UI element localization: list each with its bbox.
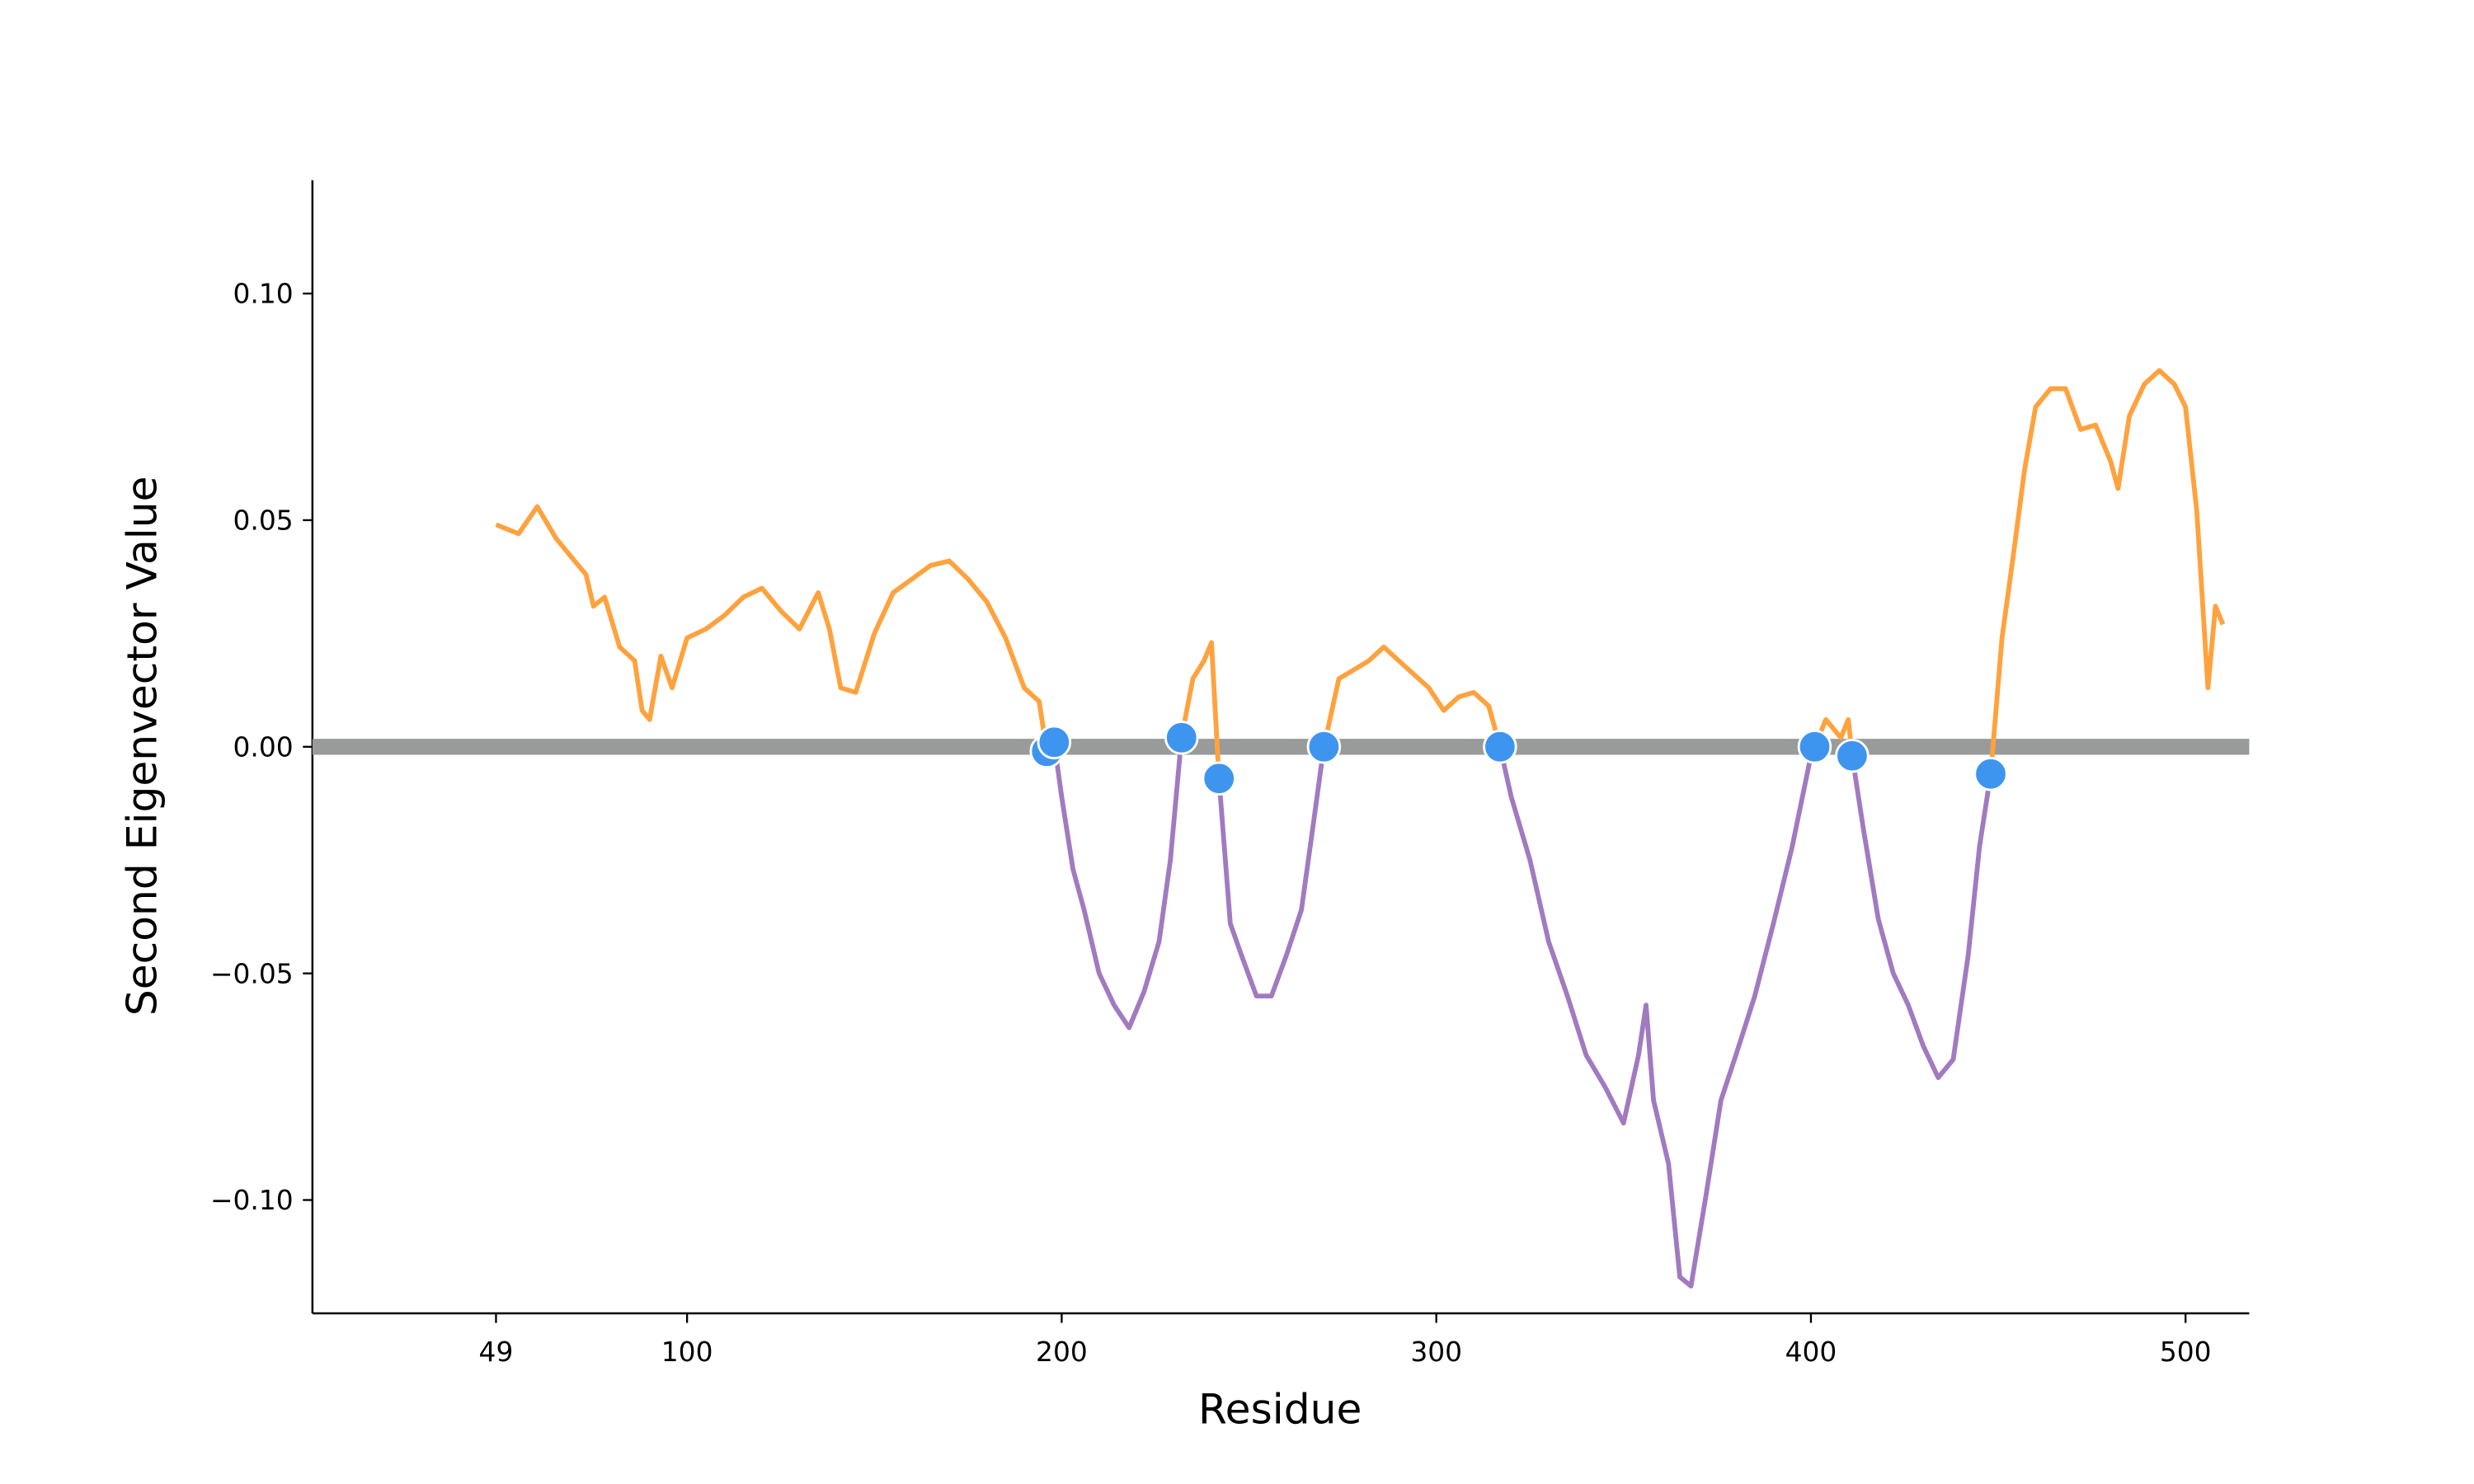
eigenvector-line bbox=[1988, 368, 2226, 775]
eigenvector-line bbox=[495, 504, 1056, 754]
y-tick-label: 0.05 bbox=[233, 505, 293, 537]
x-tick-label: 100 bbox=[661, 1336, 713, 1368]
eigenvector-line bbox=[1321, 644, 1503, 748]
crossing-marker bbox=[1973, 757, 2008, 791]
crossing-marker bbox=[1306, 730, 1342, 764]
crossing-marker bbox=[1202, 761, 1236, 796]
x-tick-label: 500 bbox=[2160, 1336, 2212, 1368]
y-tick-label: −0.10 bbox=[210, 1184, 294, 1216]
crossing-marker bbox=[1037, 725, 1072, 760]
crossing-marker bbox=[1483, 730, 1517, 764]
y-tick-label: 0.10 bbox=[233, 278, 293, 310]
x-tick-label: 200 bbox=[1036, 1336, 1088, 1368]
y-tick-label: −0.05 bbox=[210, 957, 294, 989]
eigenvector-line bbox=[1178, 640, 1222, 779]
x-tick-label: 400 bbox=[1785, 1336, 1837, 1368]
x-tick-label: 49 bbox=[479, 1336, 514, 1368]
eigenvector-line bbox=[1498, 745, 1818, 1289]
eigenvector-line bbox=[1812, 716, 1855, 757]
eigenvector-line bbox=[1051, 737, 1184, 1031]
y-tick-label: 0.00 bbox=[233, 730, 293, 763]
crossing-marker bbox=[1835, 739, 1870, 773]
eigenvector-line bbox=[1216, 746, 1327, 999]
crossing-marker bbox=[1797, 730, 1832, 764]
crossing-marker bbox=[1164, 721, 1199, 755]
y-axis-label: Second Eigenvector Value bbox=[117, 477, 166, 1017]
x-tick-label: 300 bbox=[1410, 1336, 1462, 1368]
x-axis-label: Residue bbox=[1198, 1384, 1362, 1433]
eigenvector-line bbox=[1850, 755, 1993, 1080]
